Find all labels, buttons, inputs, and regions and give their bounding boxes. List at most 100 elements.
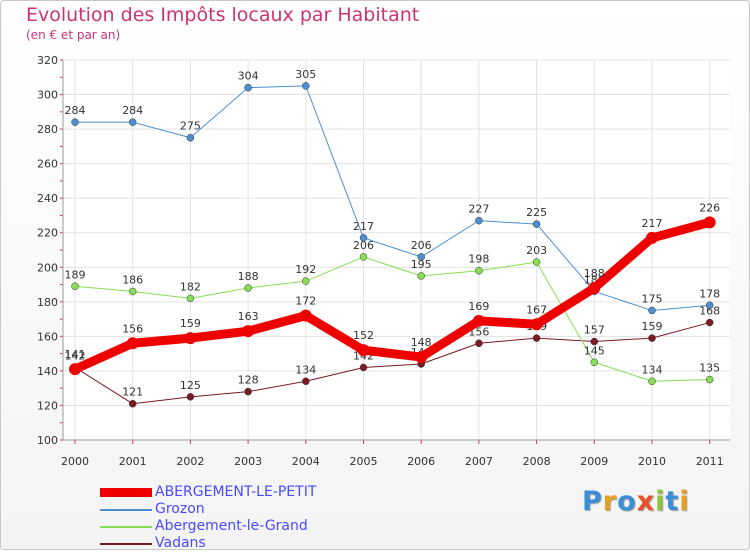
series-line-3 — [74, 322, 711, 405]
data-point — [357, 344, 370, 357]
data-point — [532, 220, 541, 228]
data-point — [590, 358, 599, 367]
logo-letter: i — [655, 486, 666, 517]
legend-item: Grozon — [100, 501, 360, 518]
data-label: 206 — [353, 239, 374, 252]
data-label: 159 — [180, 317, 201, 330]
data-label: 148 — [411, 336, 432, 349]
data-point — [302, 277, 310, 285]
x-tick-label: 2010 — [638, 455, 666, 468]
x-tick-label: 2011 — [696, 455, 724, 468]
data-point — [648, 334, 656, 342]
data-point — [417, 272, 425, 280]
logo-letter: i — [679, 486, 690, 517]
data-label: 142 — [65, 349, 86, 362]
series-line-1 — [74, 85, 711, 311]
legend-label: ABERGEMENT-LE-PETIT — [155, 484, 317, 500]
data-label: 159 — [642, 320, 663, 333]
x-tick-label: 2000 — [61, 455, 89, 468]
data-label: 195 — [411, 258, 432, 271]
data-label: 182 — [180, 280, 201, 293]
y-tick-label: 140 — [37, 365, 58, 378]
logo-letter: r — [602, 486, 618, 517]
data-label: 141 — [65, 348, 86, 361]
logo-letter: o — [617, 486, 637, 517]
legend-swatch — [100, 543, 152, 545]
x-tick-label: 2002 — [176, 455, 204, 468]
data-point — [590, 337, 599, 346]
logo-letter: x — [636, 486, 656, 517]
legend-label: Vadans — [155, 535, 206, 551]
series-line-0 — [70, 217, 715, 374]
y-tick-label: 160 — [37, 330, 58, 343]
data-label: 189 — [65, 268, 86, 281]
data-point — [475, 339, 483, 348]
x-tick-label: 2009 — [580, 455, 608, 468]
data-label: 304 — [238, 70, 259, 83]
data-point — [184, 332, 197, 345]
data-point — [299, 309, 312, 322]
data-label: 284 — [122, 104, 143, 117]
data-point — [302, 377, 310, 386]
proxiti-logo: Proxiti — [582, 486, 690, 517]
data-label: 217 — [353, 220, 374, 233]
data-label: 284 — [65, 104, 86, 117]
data-label: 156 — [122, 322, 143, 335]
data-point — [359, 253, 368, 261]
data-point — [128, 399, 137, 408]
chart-subtitle: (en € et par an) — [26, 28, 121, 42]
y-tick-label: 180 — [37, 296, 58, 309]
y-tick-label: 200 — [37, 261, 58, 274]
data-point — [472, 314, 485, 327]
data-point — [126, 337, 139, 350]
series-line-2 — [74, 256, 711, 382]
data-point — [530, 318, 543, 331]
data-point — [475, 216, 483, 225]
data-point — [359, 363, 368, 372]
x-tick-label: 2005 — [350, 455, 378, 468]
data-point — [417, 253, 425, 261]
data-label: 125 — [180, 379, 201, 392]
plot-area — [63, 60, 730, 440]
data-label: 168 — [699, 305, 720, 318]
data-point — [475, 266, 483, 275]
y-tick-label: 240 — [37, 192, 58, 205]
data-label: 198 — [468, 253, 489, 266]
y-tick-label: 220 — [37, 227, 58, 240]
data-label: 206 — [411, 239, 432, 252]
data-label: 178 — [699, 287, 720, 300]
data-point — [532, 258, 541, 266]
data-point — [186, 393, 195, 401]
data-label: 163 — [238, 310, 259, 323]
data-point — [705, 301, 714, 310]
data-point — [244, 83, 252, 92]
data-label: 135 — [699, 362, 720, 375]
legend-swatch — [100, 488, 152, 497]
data-label: 192 — [295, 263, 316, 276]
data-label: 175 — [642, 292, 663, 305]
logo-letter: P — [582, 486, 603, 517]
data-point — [415, 351, 428, 364]
data-label: 186 — [122, 273, 143, 286]
data-point — [588, 282, 601, 294]
data-point — [703, 216, 716, 229]
x-tick-label: 2001 — [119, 455, 147, 468]
x-tick-label: 2008 — [523, 455, 551, 468]
data-label: 134 — [295, 363, 316, 376]
x-tick-label: 2007 — [465, 455, 493, 468]
data-label: 217 — [642, 217, 663, 230]
legend-item: ABERGEMENT-LE-PETIT — [100, 484, 360, 501]
data-label: 128 — [238, 374, 259, 387]
data-label: 226 — [699, 201, 720, 214]
y-tick-label: 120 — [37, 399, 58, 412]
data-label: 152 — [353, 329, 374, 342]
data-point — [71, 118, 79, 126]
data-label: 227 — [468, 203, 489, 216]
legend-item: Abergement-le-Grand — [100, 518, 360, 535]
data-label: 172 — [295, 295, 316, 308]
legend: ABERGEMENT-LE-PETIT Grozon Abergement-le-G… — [100, 484, 360, 552]
data-point — [186, 133, 195, 142]
data-point — [244, 284, 252, 292]
data-point — [302, 82, 310, 90]
